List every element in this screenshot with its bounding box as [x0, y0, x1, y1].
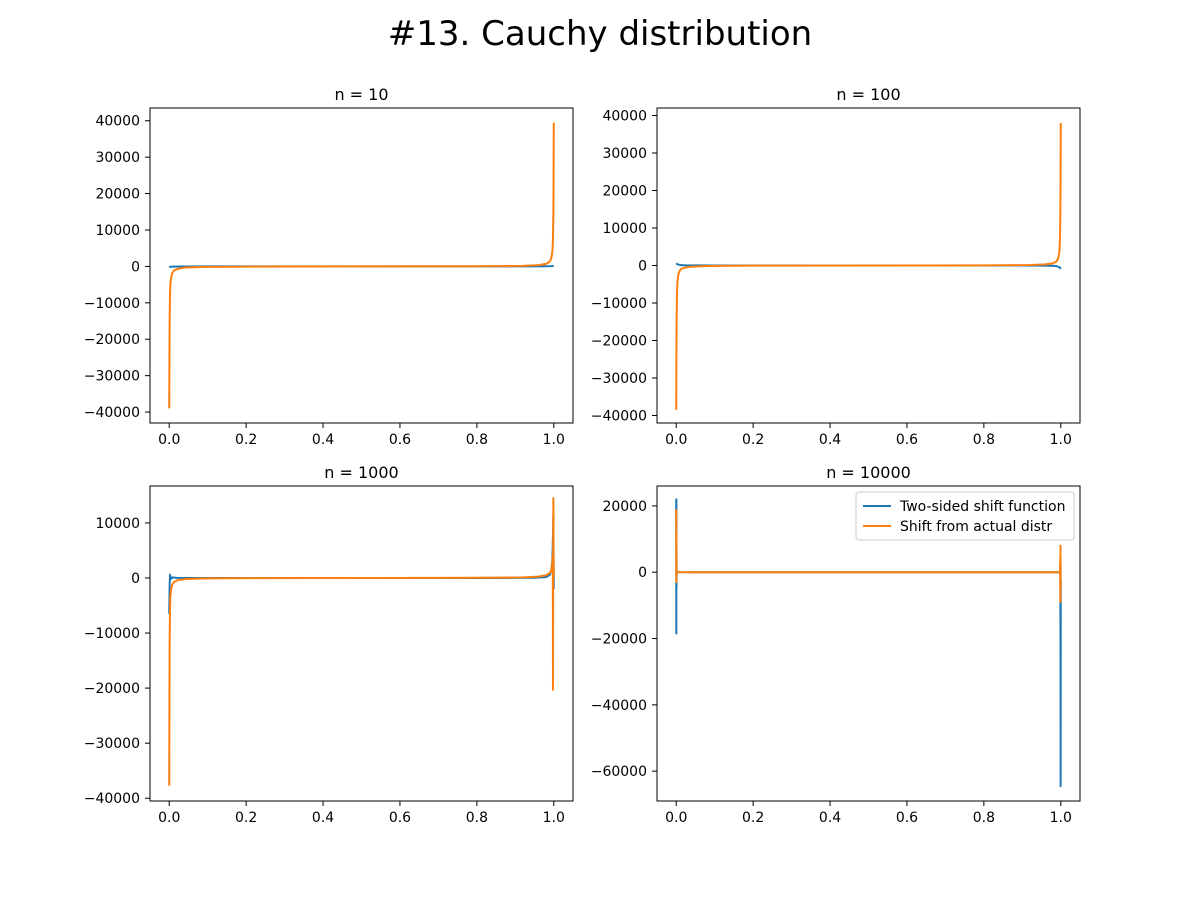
x-tick-label: 0.8 — [973, 810, 995, 826]
y-tick-label: −10000 — [591, 296, 647, 312]
legend-box — [855, 491, 1075, 541]
x-tick-label: 0.4 — [312, 810, 334, 826]
x-tick-label: 0.4 — [312, 432, 334, 448]
x-tick-label: 0.0 — [665, 810, 687, 826]
subplot-title: n = 10 — [334, 85, 388, 104]
y-tick-label: −20000 — [591, 632, 647, 648]
series-group — [168, 122, 555, 409]
axes-frame — [656, 485, 1081, 802]
y-tick-label: 10000 — [95, 516, 140, 532]
x-tick-label: 0.4 — [819, 432, 841, 448]
x-tick-label: 0.0 — [158, 810, 180, 826]
x-tick-label: 1.0 — [543, 432, 565, 448]
y-tick-label: −10000 — [84, 296, 140, 312]
series-line-actual-distr-shift — [675, 509, 1062, 604]
y-tick-label: −10000 — [84, 626, 140, 642]
subplot-title: n = 1000 — [324, 463, 398, 482]
subplot-title: n = 100 — [836, 85, 900, 104]
subplot-1: n = 10 0.0 0.2 0.4 0.6 0.8 1.0 −40000 −30000 −200… — [84, 85, 574, 448]
x-tick-label: 1.0 — [543, 810, 565, 826]
series-group — [168, 497, 555, 786]
x-tick-label: 1.0 — [1050, 810, 1072, 826]
series-line-actual-distr-shift — [168, 122, 555, 409]
legend: Two-sided shift function Shift from actua… — [855, 491, 1075, 541]
subplot-title: n = 10000 — [826, 463, 911, 482]
y-tick-label: −20000 — [591, 334, 647, 350]
axes-frame — [149, 107, 574, 424]
y-tick-label: 10000 — [95, 223, 140, 239]
y-tick-label: 0 — [638, 565, 647, 581]
y-tick-label: 40000 — [602, 109, 647, 125]
figure-title: #13. Cauchy distribution — [388, 14, 812, 54]
y-tick-label: −30000 — [84, 736, 140, 752]
y-tick-label: −20000 — [84, 681, 140, 697]
legend-label: Two-sided shift function — [899, 499, 1065, 515]
series-line-actual-distr-shift — [675, 122, 1062, 410]
x-tick-label: 0.8 — [466, 432, 488, 448]
x-tick-label: 0.0 — [158, 432, 180, 448]
subplot-2: n = 100 0.0 0.2 0.4 0.6 0.8 1.0 −40000 −30000 −20… — [591, 85, 1081, 448]
y-tick-label: −40000 — [591, 409, 647, 425]
x-tick-label: 0.2 — [235, 432, 257, 448]
y-tick-label: −30000 — [591, 371, 647, 387]
x-tick-label: 0.6 — [896, 810, 918, 826]
y-tick-label: 0 — [638, 259, 647, 275]
x-tick-label: 0.6 — [389, 810, 411, 826]
y-tick-label: 30000 — [602, 146, 647, 162]
x-tick-label: 0.8 — [973, 432, 995, 448]
series-group — [675, 122, 1062, 410]
subplot-3: n = 1000 0.0 0.2 0.4 0.6 0.8 1.0 −40000 −30000 −2… — [84, 463, 574, 826]
x-tick-label: 0.6 — [389, 432, 411, 448]
x-tick-label: 1.0 — [1050, 432, 1072, 448]
series-group — [675, 498, 1062, 788]
x-tick-label: 0.2 — [742, 432, 764, 448]
axes-frame — [149, 485, 574, 802]
series-line-actual-distr-shift — [168, 497, 555, 786]
x-tick-label: 0.2 — [235, 810, 257, 826]
y-tick-label: −20000 — [84, 332, 140, 348]
y-tick-label: −60000 — [591, 764, 647, 780]
x-tick-label: 0.4 — [819, 810, 841, 826]
y-tick-label: 10000 — [602, 221, 647, 237]
x-tick-label: 0.6 — [896, 432, 918, 448]
y-tick-label: −40000 — [591, 698, 647, 714]
x-tick-label: 0.0 — [665, 432, 687, 448]
y-tick-label: −40000 — [84, 791, 140, 807]
subplots: n = 10 0.0 0.2 0.4 0.6 0.8 1.0 −40000 −30000 −200… — [84, 85, 1081, 826]
y-tick-label: −40000 — [84, 405, 140, 421]
x-tick-label: 0.8 — [466, 810, 488, 826]
y-tick-label: 20000 — [602, 499, 647, 515]
subplot-4: n = 10000 0.0 0.2 0.4 0.6 0.8 1.0 −60000 −40000 −… — [591, 463, 1081, 826]
y-tick-label: −30000 — [84, 369, 140, 385]
y-tick-label: 0 — [131, 259, 140, 275]
y-tick-label: 30000 — [95, 150, 140, 166]
x-tick-label: 0.2 — [742, 810, 764, 826]
legend-label: Shift from actual distr — [900, 519, 1052, 535]
y-tick-label: 0 — [131, 571, 140, 587]
y-tick-label: 20000 — [602, 184, 647, 200]
y-tick-label: 20000 — [95, 187, 140, 203]
y-tick-label: 40000 — [95, 114, 140, 130]
